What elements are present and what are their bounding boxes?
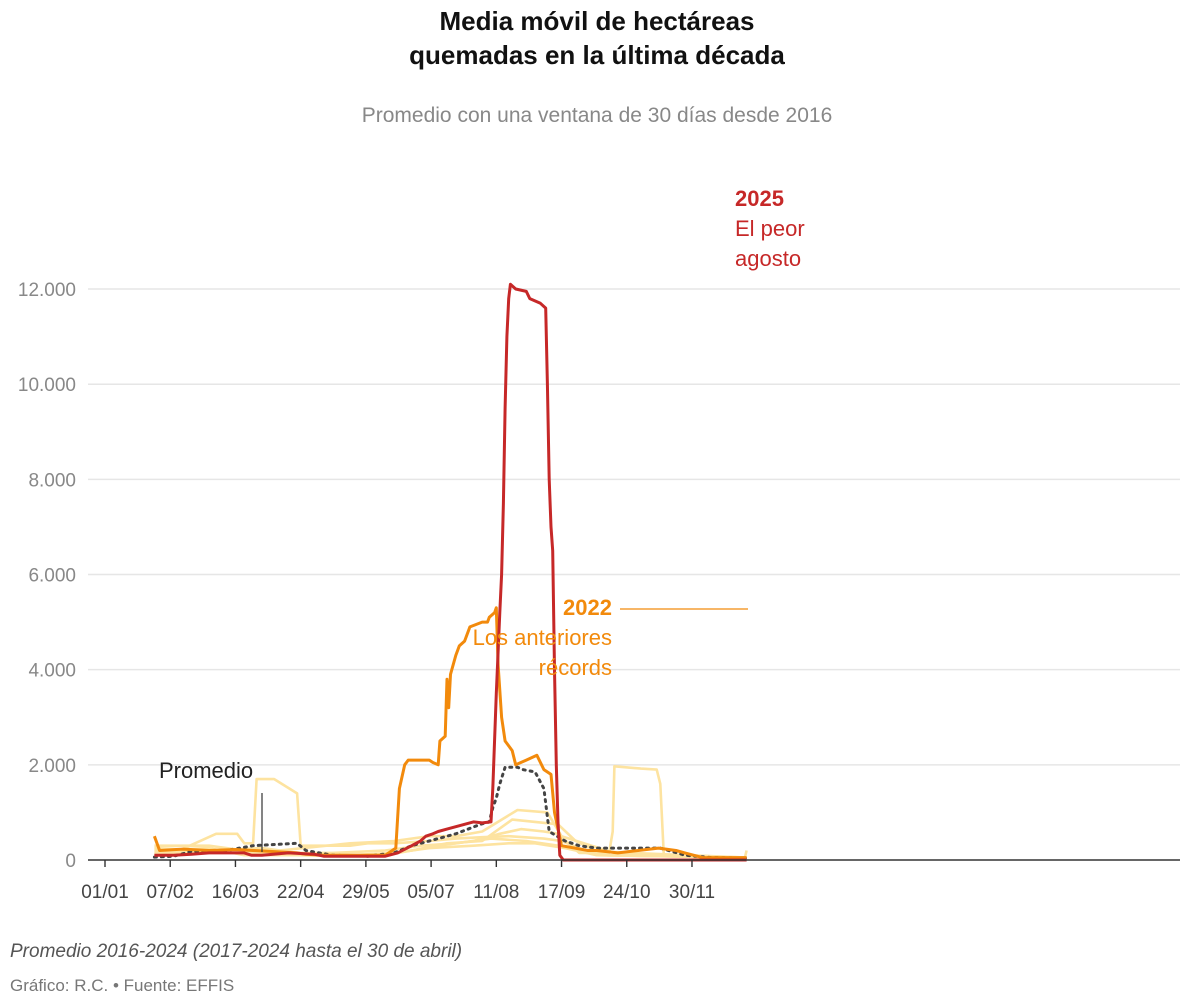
y-tick-label: 2.000	[28, 756, 76, 777]
annotation-2022-line2: récords	[539, 655, 612, 680]
annotation-2025-line1: El peor	[735, 216, 805, 241]
credit-line: Gráfico: R.C. • Fuente: EFFIS	[10, 976, 235, 995]
series-line-2022	[152, 606, 747, 860]
series-line-other-year	[154, 777, 747, 859]
annotation-2025-line2: agosto	[735, 246, 801, 271]
annotation-2025-year: 2025	[735, 186, 784, 211]
y-axis-labels: 0 2.000 4.000 6.000 8.000 10.000 12.000	[18, 280, 76, 872]
x-tick-label: 11/08	[473, 882, 519, 903]
annotation-2022-line1: Los anteriores	[473, 625, 612, 650]
y-tick-label: 0	[65, 851, 76, 872]
y-tick-label: 12.000	[18, 280, 76, 301]
x-tick-label: 01/01	[81, 882, 129, 903]
x-tick-label: 30/11	[669, 882, 715, 903]
x-tick-label: 07/02	[146, 882, 194, 903]
y-tick-label: 4.000	[28, 661, 76, 682]
chart-title-line2: quemadas en la última década	[409, 40, 785, 70]
series-lines	[152, 282, 749, 862]
x-tick-label: 24/10	[603, 882, 651, 903]
footnote: Promedio 2016-2024 (2017-2024 hasta el 3…	[10, 941, 463, 962]
x-tick-label: 05/07	[407, 882, 455, 903]
chart-title-line1: Media móvil de hectáreas	[439, 6, 755, 36]
x-axis: 01/01 07/02 16/03 22/04 29/05 05/07 11/08 17/09…	[81, 859, 1180, 903]
annotation-promedio: Promedio	[159, 758, 253, 783]
x-tick-label: 17/09	[538, 882, 586, 903]
x-tick-label: 29/05	[342, 882, 390, 903]
series-line-average	[152, 765, 749, 860]
gridlines	[88, 288, 1180, 766]
y-tick-label: 6.000	[28, 566, 76, 587]
y-tick-label: 8.000	[28, 470, 76, 491]
x-tick-label: 22/04	[277, 882, 325, 903]
chart-subtitle: Promedio con una ventana de 30 días desd…	[361, 104, 833, 127]
y-tick-label: 10.000	[18, 375, 76, 396]
annotation-2022-year: 2022	[563, 595, 612, 620]
x-tick-label: 16/03	[212, 882, 260, 903]
series-line-2025	[154, 282, 747, 862]
